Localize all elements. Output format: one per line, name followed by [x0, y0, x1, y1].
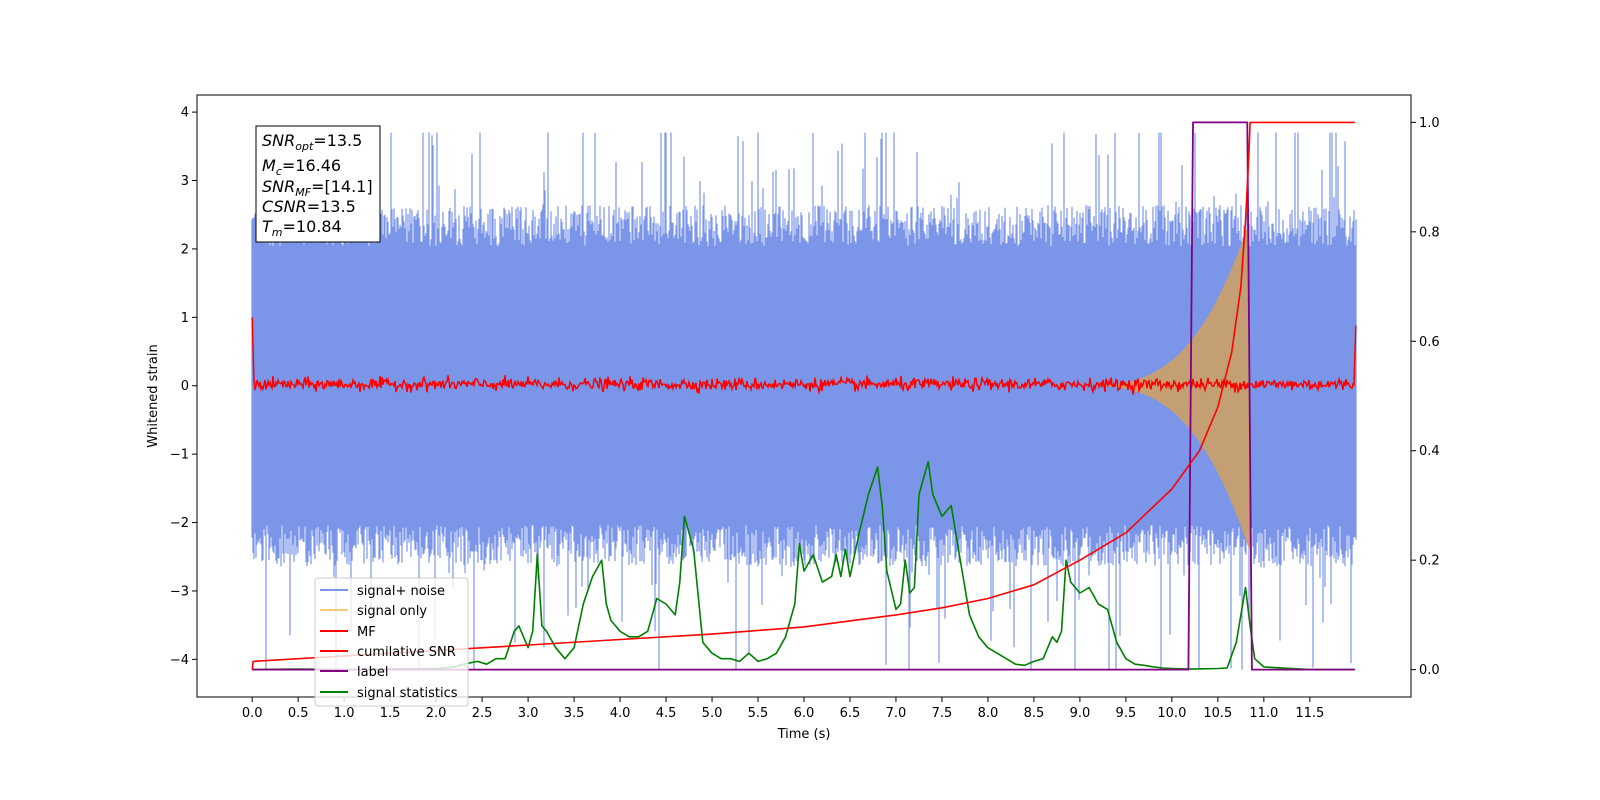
- mf-line: [251, 317, 1357, 396]
- legend-label-cumulative-snr: cumilative SNR: [357, 645, 456, 660]
- x-tick-label: 9.0: [1070, 706, 1091, 721]
- x-axis-label: Time (s): [777, 727, 831, 742]
- axes: 0.0 0.5 1.0 1.5 2.0 2.5 3.0 3.5 4.0 4.5 5.0 5.5 6.0 6…: [146, 94, 1440, 742]
- annotation-csnr: CSNR=13.5: [262, 197, 356, 216]
- legend-label-label: label: [357, 665, 388, 680]
- y2-tick-label: 0.4: [1419, 444, 1440, 459]
- annotation-box: SNRopt=13.5 Mc=16.46 SNRMF=[14.1] CSNR=1…: [255, 125, 381, 243]
- x-tick-label: 6.5: [840, 706, 861, 721]
- legend-label-mf: MF: [357, 625, 376, 640]
- annotation-snr-mf: SNRMF=[14.1]: [262, 177, 373, 199]
- y2-tick-label: 0.2: [1419, 554, 1440, 569]
- x-tick-label: 1.5: [380, 706, 401, 721]
- x-tick-label: 6.0: [794, 706, 815, 721]
- legend-box: [314, 577, 469, 707]
- y-axis-label: Whitened strain: [146, 344, 161, 447]
- x-tick-label: 0.5: [288, 706, 309, 721]
- y-tick-label: 2: [181, 242, 189, 257]
- y2-tick-label: 0.0: [1419, 663, 1440, 678]
- y-tick-label: 4: [181, 106, 189, 121]
- x-tick-label: 7.5: [932, 706, 953, 721]
- signal-statistics-line: [252, 460, 1355, 671]
- label-line: [252, 121, 1355, 671]
- x-tick-label: 4.5: [656, 706, 677, 721]
- x-tick-label: 10.0: [1157, 706, 1186, 721]
- annotation-mc: Mc=16.46: [262, 156, 341, 178]
- y2-tick-label: 0.8: [1419, 225, 1440, 240]
- plot-area: [251, 121, 1357, 671]
- x-tick-label: 7.0: [886, 706, 907, 721]
- legend-label-signal-only: signal only: [357, 604, 427, 619]
- x-tick-label: 11.5: [1295, 706, 1324, 721]
- y-tick-label: −1: [170, 448, 189, 463]
- y-tick-label: −4: [170, 653, 189, 668]
- x-tick-label: 11.0: [1249, 706, 1278, 721]
- legend: signal+ noise signal only MF cumilative …: [314, 577, 469, 707]
- x-tick-label: 9.5: [1116, 706, 1137, 721]
- x-tick-label: 3.0: [518, 706, 539, 721]
- legend-label-signal-noise: signal+ noise: [357, 584, 445, 599]
- x-tick-label: 5.5: [748, 706, 769, 721]
- y-tick-label: 0: [181, 379, 189, 394]
- x-tick-label: 8.5: [1024, 706, 1045, 721]
- y-tick-label: −3: [170, 584, 189, 599]
- cumulative-snr-line: [251, 121, 1355, 670]
- y-tick-label: 1: [181, 311, 189, 326]
- y2-tick-label: 0.6: [1419, 335, 1440, 350]
- x-tick-label: 1.0: [334, 706, 355, 721]
- x-tick-label: 3.5: [564, 706, 585, 721]
- x-tick-label: 2.0: [426, 706, 447, 721]
- x-tick-label: 5.0: [702, 706, 723, 721]
- y-tick-label: 3: [181, 174, 189, 189]
- legend-label-signal-statistics: signal statistics: [357, 686, 458, 701]
- series-group: [251, 121, 1357, 671]
- x-tick-label: 8.0: [978, 706, 999, 721]
- x-tick-label: 0.0: [242, 706, 263, 721]
- x-tick-label: 4.0: [610, 706, 631, 721]
- y-tick-label: −2: [170, 516, 189, 531]
- annotation-tm: Tm=10.84: [262, 217, 342, 239]
- signal-only-envelope: [1079, 221, 1250, 550]
- y2-tick-label: 1.0: [1419, 116, 1440, 131]
- x-tick-label: 2.5: [472, 706, 493, 721]
- annotation-snr-opt: SNRopt=13.5: [262, 131, 362, 153]
- x-tick-label: 10.5: [1203, 706, 1232, 721]
